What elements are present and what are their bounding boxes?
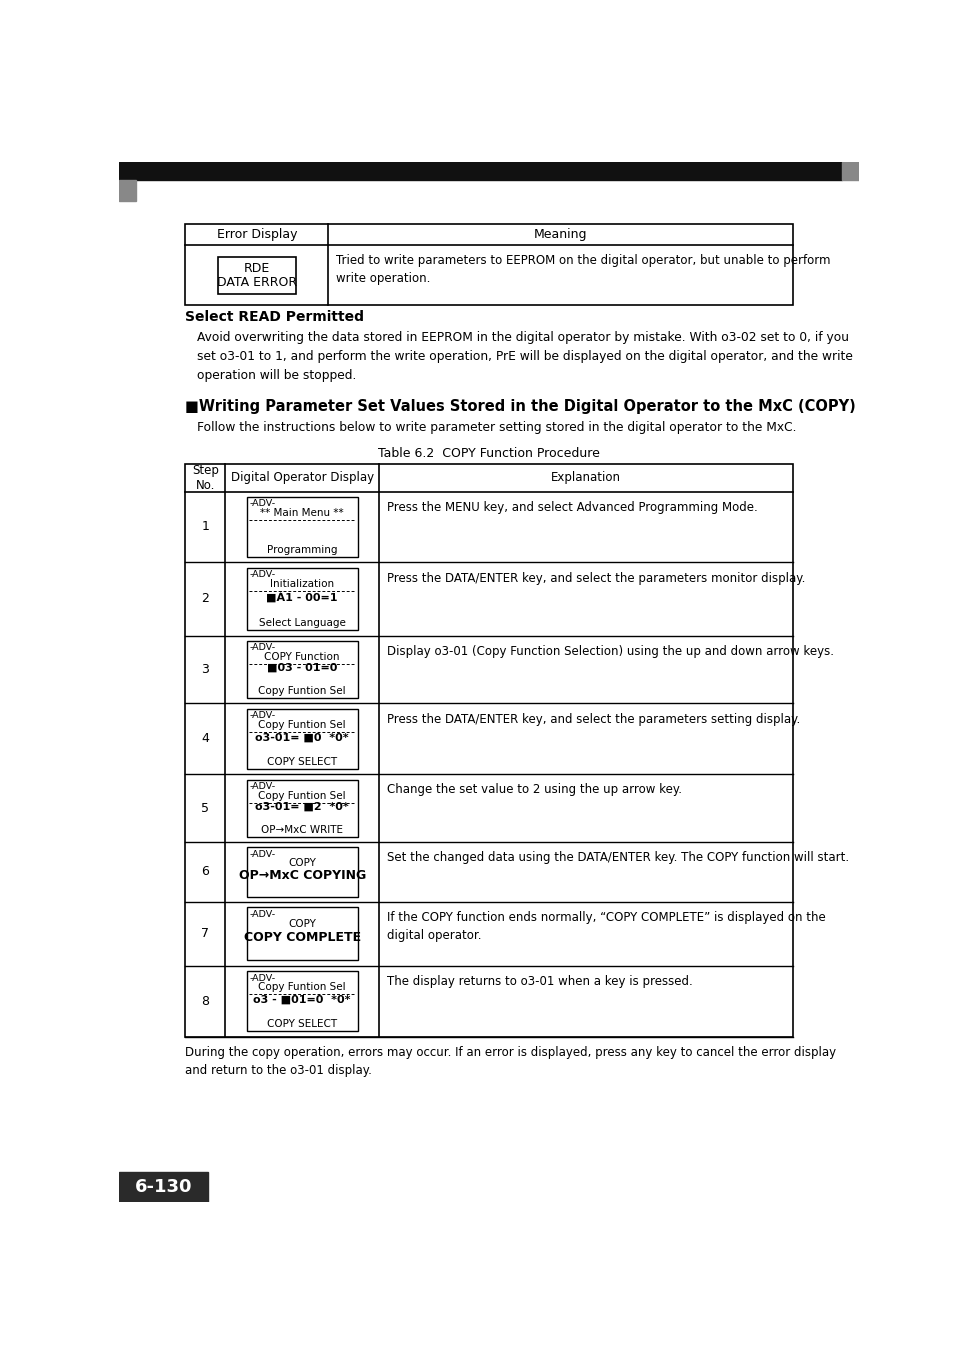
Text: -ADV-: -ADV- xyxy=(250,849,275,859)
Text: COPY Function: COPY Function xyxy=(264,652,339,662)
Text: 3: 3 xyxy=(201,663,209,676)
Bar xyxy=(247,641,357,698)
Text: 1: 1 xyxy=(201,521,209,533)
Bar xyxy=(218,256,295,294)
Text: Copy Funtion Sel: Copy Funtion Sel xyxy=(258,791,346,801)
Text: Display o3-01 (Copy Function Selection) using the up and down arrow keys.: Display o3-01 (Copy Function Selection) … xyxy=(386,645,833,657)
Text: Copy Funtion Sel: Copy Funtion Sel xyxy=(258,983,346,992)
Text: Programming: Programming xyxy=(267,545,337,555)
Text: -ADV-: -ADV- xyxy=(250,782,275,791)
Text: -ADV-: -ADV- xyxy=(250,973,275,983)
Text: The display returns to o3-01 when a key is pressed.: The display returns to o3-01 when a key … xyxy=(386,975,692,988)
Bar xyxy=(247,779,357,837)
Text: Error Display: Error Display xyxy=(216,228,296,240)
Text: COPY: COPY xyxy=(288,918,315,929)
Text: Press the MENU key, and select Advanced Programming Mode.: Press the MENU key, and select Advanced … xyxy=(386,501,757,514)
Text: Tried to write parameters to EEPROM on the digital operator, but unable to perfo: Tried to write parameters to EEPROM on t… xyxy=(335,254,830,285)
Bar xyxy=(185,464,793,1037)
Bar xyxy=(247,497,357,558)
Text: ■03 - 01=0: ■03 - 01=0 xyxy=(267,663,337,672)
Text: COPY SELECT: COPY SELECT xyxy=(267,757,336,767)
Text: OP→MxC COPYING: OP→MxC COPYING xyxy=(238,869,365,883)
Bar xyxy=(247,907,357,960)
Bar xyxy=(247,848,357,896)
Text: During the copy operation, errors may occur. If an error is displayed, press any: During the copy operation, errors may oc… xyxy=(185,1046,836,1077)
Text: o3-01= ■0  *0*: o3-01= ■0 *0* xyxy=(255,732,349,742)
Text: Change the set value to 2 using the up arrow key.: Change the set value to 2 using the up a… xyxy=(386,783,680,796)
Text: COPY SELECT: COPY SELECT xyxy=(267,1019,336,1030)
Text: Set the changed data using the DATA/ENTER key. The COPY function will start.: Set the changed data using the DATA/ENTE… xyxy=(386,850,848,864)
Bar xyxy=(119,162,841,181)
Text: ■Writing Parameter Set Values Stored in the Digital Operator to the MxC (COPY): ■Writing Parameter Set Values Stored in … xyxy=(185,400,855,414)
Text: Press the DATA/ENTER key, and select the parameters monitor display.: Press the DATA/ENTER key, and select the… xyxy=(386,571,804,585)
Text: -ADV-: -ADV- xyxy=(250,711,275,720)
Text: o3-01= ■2  *0*: o3-01= ■2 *0* xyxy=(255,802,349,811)
Text: Press the DATA/ENTER key, and select the parameters setting display.: Press the DATA/ENTER key, and select the… xyxy=(386,713,799,725)
Text: If the COPY function ends normally, “COPY COMPLETE” is displayed on the
digital : If the COPY function ends normally, “COP… xyxy=(386,911,824,942)
Bar xyxy=(185,224,793,305)
Text: Digital Operator Display: Digital Operator Display xyxy=(231,471,374,485)
Text: 2: 2 xyxy=(201,593,209,605)
Text: o3 - ■01=0  *0*: o3 - ■01=0 *0* xyxy=(253,995,351,1004)
Text: Copy Funtion Sel: Copy Funtion Sel xyxy=(258,720,346,730)
Text: Initialization: Initialization xyxy=(270,579,334,589)
Text: Avoid overwriting the data stored in EEPROM in the digital operator by mistake. : Avoid overwriting the data stored in EEP… xyxy=(196,331,852,382)
Text: 7: 7 xyxy=(201,927,209,941)
Text: COPY COMPLETE: COPY COMPLETE xyxy=(243,931,360,944)
Text: RDE: RDE xyxy=(243,262,270,275)
Text: 5: 5 xyxy=(201,802,209,814)
Text: 6: 6 xyxy=(201,865,209,879)
Text: Step
No.: Step No. xyxy=(192,463,218,491)
Text: DATA ERROR: DATA ERROR xyxy=(216,275,296,289)
Bar xyxy=(247,709,357,768)
Bar xyxy=(247,568,357,630)
Text: -ADV-: -ADV- xyxy=(250,910,275,919)
Text: Select READ Permitted: Select READ Permitted xyxy=(185,310,364,324)
Text: 6-130: 6-130 xyxy=(134,1177,192,1196)
Text: ■Á1 - 00=1: ■Á1 - 00=1 xyxy=(266,591,337,603)
Text: -ADV-: -ADV- xyxy=(250,500,275,509)
Text: Select Language: Select Language xyxy=(258,618,345,628)
Text: ** Main Menu **: ** Main Menu ** xyxy=(260,508,344,518)
Text: COPY: COPY xyxy=(288,859,315,868)
Bar xyxy=(247,971,357,1031)
Bar xyxy=(119,181,136,201)
Text: -ADV-: -ADV- xyxy=(250,570,275,579)
Bar xyxy=(119,1172,208,1202)
Text: OP→MxC WRITE: OP→MxC WRITE xyxy=(261,825,343,834)
Text: -ADV-: -ADV- xyxy=(250,644,275,652)
Text: Explanation: Explanation xyxy=(551,471,620,485)
Bar xyxy=(841,162,858,181)
Text: Copy Funtion Sel: Copy Funtion Sel xyxy=(258,686,346,697)
Text: Meaning: Meaning xyxy=(534,228,587,240)
Text: 4: 4 xyxy=(201,732,209,745)
Text: 8: 8 xyxy=(201,995,209,1008)
Text: Follow the instructions below to write parameter setting stored in the digital o: Follow the instructions below to write p… xyxy=(196,421,796,433)
Text: Table 6.2  COPY Function Procedure: Table 6.2 COPY Function Procedure xyxy=(377,447,599,460)
